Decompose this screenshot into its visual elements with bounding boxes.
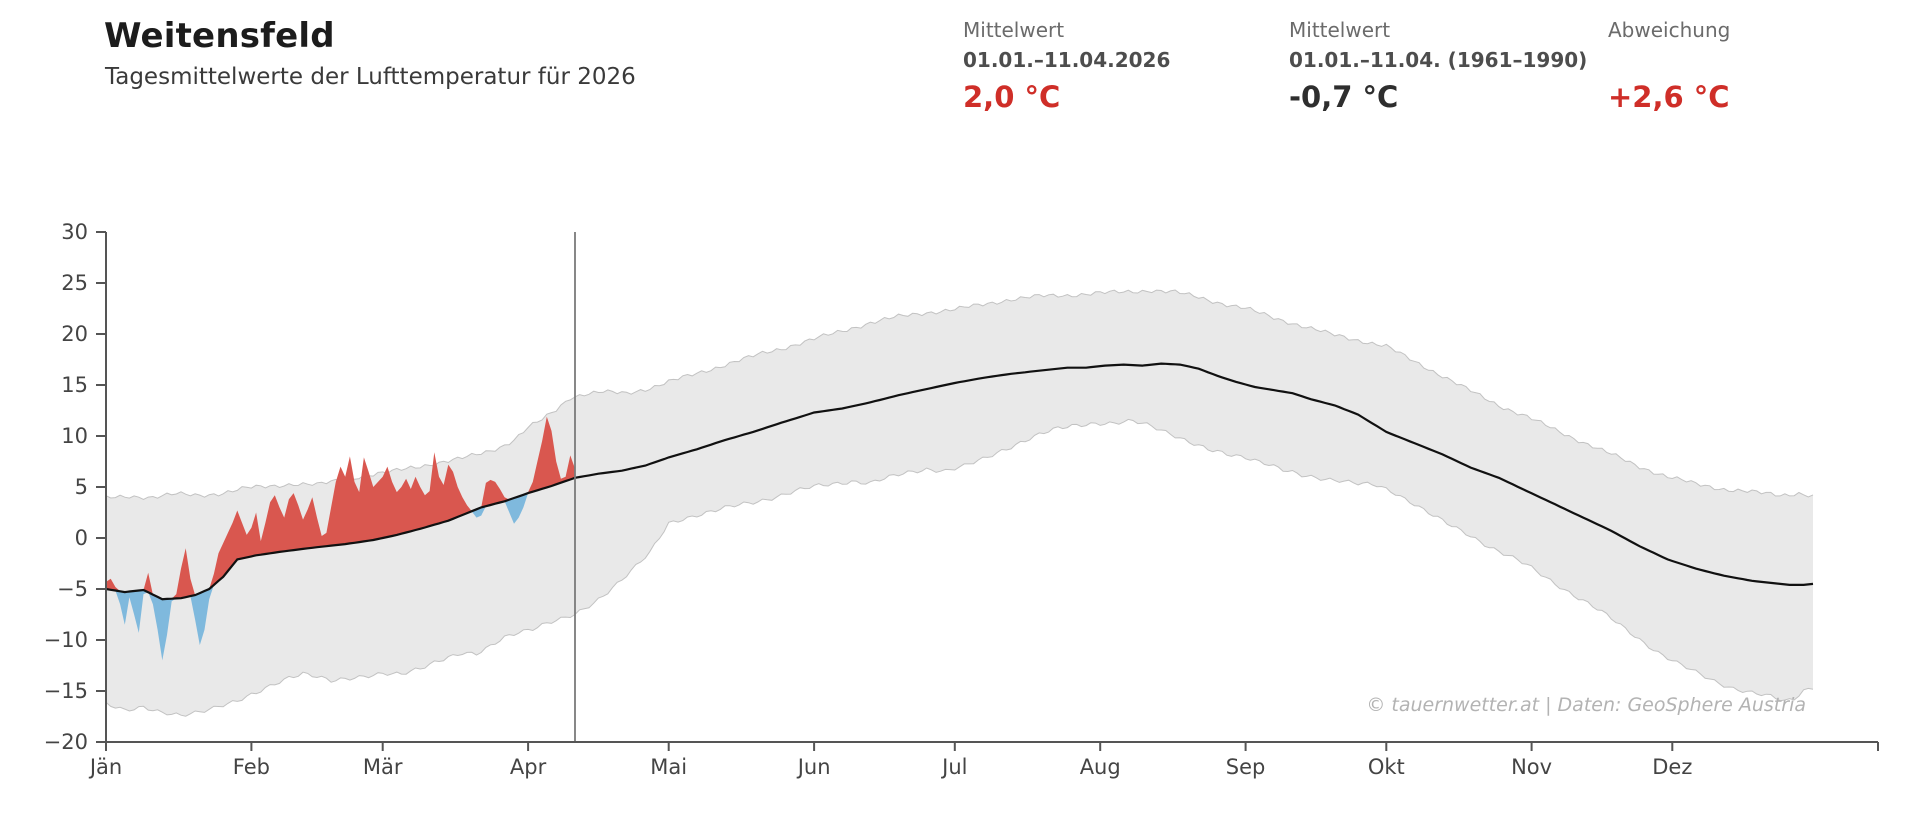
x-tick-label: Okt (1368, 755, 1405, 779)
x-tick-label: Nov (1511, 755, 1552, 779)
x-tick-label: Apr (510, 755, 547, 779)
y-tick-label: −20 (44, 730, 88, 754)
y-tick-label: 25 (61, 271, 88, 295)
x-tick-label: Sep (1226, 755, 1266, 779)
y-tick-label: 15 (61, 373, 88, 397)
y-tick-label: 30 (61, 220, 88, 244)
stat-value: +2,6 °C (1608, 80, 1730, 114)
x-tick-label: Jän (88, 755, 122, 779)
page-subtitle: Tagesmittelwerte der Lufttemperatur für … (105, 64, 636, 90)
y-tick-label: −15 (44, 679, 88, 703)
stat-value: -0,7 °C (1289, 80, 1399, 114)
x-tick-label: Jun (796, 755, 831, 779)
y-tick-label: −5 (57, 577, 88, 601)
stat-value: 2,0 °C (963, 80, 1061, 114)
stat-label: Mittelwert (963, 18, 1065, 42)
y-tick-label: 20 (61, 322, 88, 346)
climate-mean-line (105, 362, 1814, 601)
stat-deviation: Abweichung +2,6 °C (1608, 20, 1918, 112)
stat-label: Abweichung (1608, 18, 1731, 42)
stat-period: 01.01.–11.04. (1961–1990) (1289, 48, 1588, 72)
stat-mean-climate: Mittelwert 01.01.–11.04. (1961–1990) -0,… (1289, 20, 1599, 112)
y-tick-label: 10 (61, 424, 88, 448)
x-tick-label: Aug (1080, 755, 1121, 779)
x-tick-label: Feb (233, 755, 270, 779)
stat-label: Mittelwert (1289, 18, 1391, 42)
stat-period: 01.01.–11.04.2026 (963, 48, 1171, 72)
x-tick-label: Dez (1652, 755, 1692, 779)
y-tick-label: −10 (44, 628, 88, 652)
watermark-credit: © tauernwetter.at | Daten: GeoSphere Aus… (1366, 694, 1806, 716)
x-tick-label: Mai (650, 755, 687, 779)
page-title: Weitensfeld (104, 16, 335, 56)
x-tick-label: Mär (363, 755, 403, 779)
stat-mean-2026: Mittelwert 01.01.–11.04.2026 2,0 °C (963, 20, 1273, 112)
y-tick-label: 0 (75, 526, 88, 550)
x-tick-label: Jul (940, 755, 967, 779)
y-tick-label: 5 (75, 475, 88, 499)
